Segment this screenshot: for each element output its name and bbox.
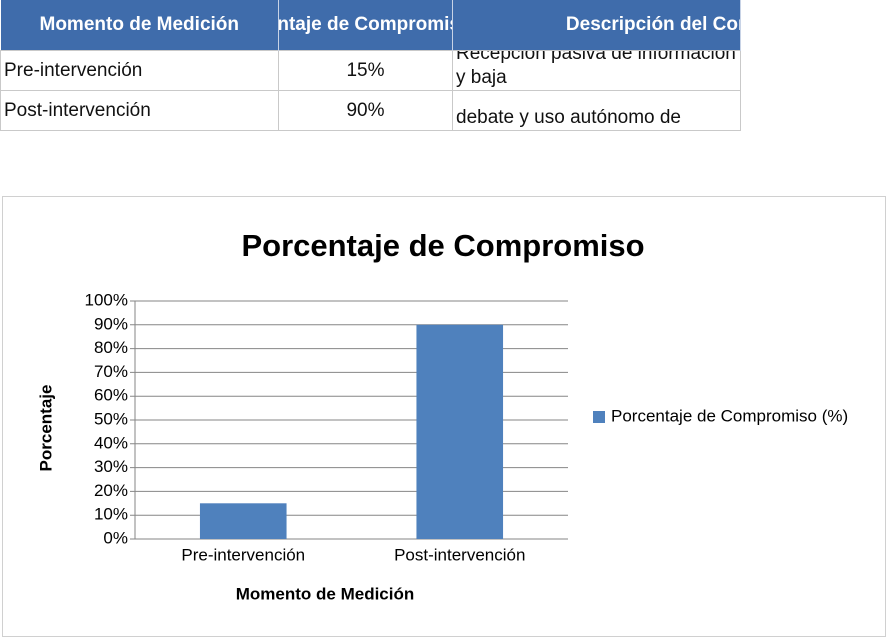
bar	[199, 503, 287, 539]
y-tick-label: 20%	[94, 481, 128, 500]
y-axis-label: Porcentaje	[36, 385, 55, 472]
y-tick-label: 10%	[94, 505, 128, 524]
header-cell: Descripción del Comportamiento Estudiant…	[452, 0, 741, 51]
data-table: Momento de Medición Porcentaje de Compro…	[0, 0, 741, 131]
y-tick-label: 70%	[94, 362, 128, 381]
y-tick-label: 100%	[85, 290, 128, 309]
x-tick-label: Post-intervención	[394, 545, 525, 564]
y-tick-label: 80%	[94, 338, 128, 357]
bar	[416, 324, 504, 539]
header-row: Momento de Medición Porcentaje de Compro…	[0, 0, 741, 51]
x-tick-label: Pre-intervención	[181, 545, 305, 564]
chart-title: Porcentaje de Compromiso	[241, 228, 644, 263]
table-row: Pre-intervención 15% Recepción pasiva de…	[0, 50, 741, 91]
cell[interactable]: 90%	[278, 90, 453, 131]
header-cell: Porcentaje de Compromiso (%)	[278, 0, 453, 51]
cell[interactable]: Recepción pasiva de información y baja	[452, 50, 741, 91]
y-tick-label: 50%	[94, 409, 128, 428]
y-tick-label: 30%	[94, 457, 128, 476]
table-row: Post-intervención 90% debate y uso autón…	[0, 90, 741, 131]
y-tick-label: 90%	[94, 314, 128, 333]
x-axis-label: Momento de Medición	[236, 584, 415, 603]
cell[interactable]: debate y uso autónomo de	[452, 90, 741, 131]
legend-swatch	[593, 411, 605, 423]
cell[interactable]: Post-intervención	[0, 90, 279, 131]
y-tick-label: 40%	[94, 433, 128, 452]
legend-label: Porcentaje de Compromiso (%)	[611, 406, 848, 425]
cell[interactable]: Pre-intervención	[0, 50, 279, 91]
y-tick-label: 60%	[94, 386, 128, 405]
y-tick-label: 0%	[103, 528, 128, 547]
header-cell: Momento de Medición	[0, 0, 279, 51]
